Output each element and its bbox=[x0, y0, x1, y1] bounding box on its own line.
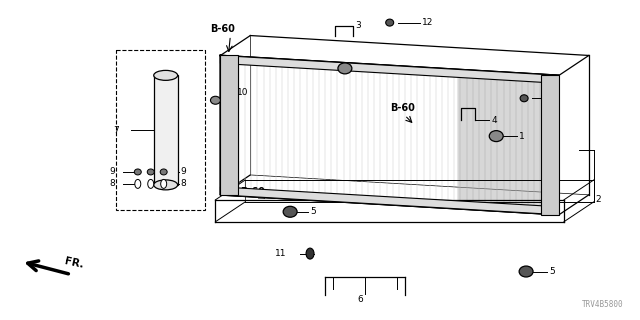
Ellipse shape bbox=[211, 96, 220, 104]
Text: 9: 9 bbox=[109, 167, 115, 176]
Ellipse shape bbox=[306, 248, 314, 259]
Text: 4: 4 bbox=[492, 116, 497, 125]
Text: 3: 3 bbox=[355, 21, 360, 30]
Text: FR.: FR. bbox=[63, 256, 84, 269]
Ellipse shape bbox=[134, 169, 141, 175]
Text: 12: 12 bbox=[549, 94, 561, 103]
Polygon shape bbox=[220, 55, 559, 215]
Text: 6: 6 bbox=[357, 295, 363, 304]
Text: 10: 10 bbox=[237, 88, 249, 97]
Text: 12: 12 bbox=[422, 18, 433, 27]
Text: 8: 8 bbox=[109, 180, 115, 188]
Text: 11: 11 bbox=[275, 249, 287, 258]
Text: 1: 1 bbox=[519, 132, 525, 140]
Text: 9: 9 bbox=[180, 167, 186, 176]
Ellipse shape bbox=[519, 266, 533, 277]
Text: 5: 5 bbox=[549, 267, 555, 276]
Polygon shape bbox=[458, 69, 559, 215]
Ellipse shape bbox=[338, 63, 352, 74]
Ellipse shape bbox=[489, 131, 503, 141]
Ellipse shape bbox=[135, 180, 141, 188]
Polygon shape bbox=[220, 187, 559, 215]
Ellipse shape bbox=[147, 169, 154, 175]
Ellipse shape bbox=[160, 169, 167, 175]
Text: 1: 1 bbox=[370, 64, 376, 73]
Ellipse shape bbox=[386, 19, 394, 26]
Bar bbox=[154, 76, 178, 185]
Polygon shape bbox=[541, 76, 559, 215]
Polygon shape bbox=[220, 55, 238, 195]
Bar bbox=[116, 51, 205, 210]
Ellipse shape bbox=[283, 206, 297, 217]
Ellipse shape bbox=[161, 180, 166, 188]
Text: B-60: B-60 bbox=[390, 103, 415, 113]
Ellipse shape bbox=[154, 70, 178, 80]
Text: B-60: B-60 bbox=[241, 187, 265, 197]
Text: 5: 5 bbox=[310, 207, 316, 216]
Polygon shape bbox=[220, 55, 559, 83]
Text: 7: 7 bbox=[113, 126, 118, 135]
Text: TRV4B5800: TRV4B5800 bbox=[582, 300, 623, 309]
Text: 8: 8 bbox=[180, 180, 186, 188]
Ellipse shape bbox=[520, 95, 528, 102]
Text: 2: 2 bbox=[596, 195, 602, 204]
Ellipse shape bbox=[154, 180, 178, 190]
Text: B-60: B-60 bbox=[211, 24, 236, 34]
Ellipse shape bbox=[148, 180, 154, 188]
